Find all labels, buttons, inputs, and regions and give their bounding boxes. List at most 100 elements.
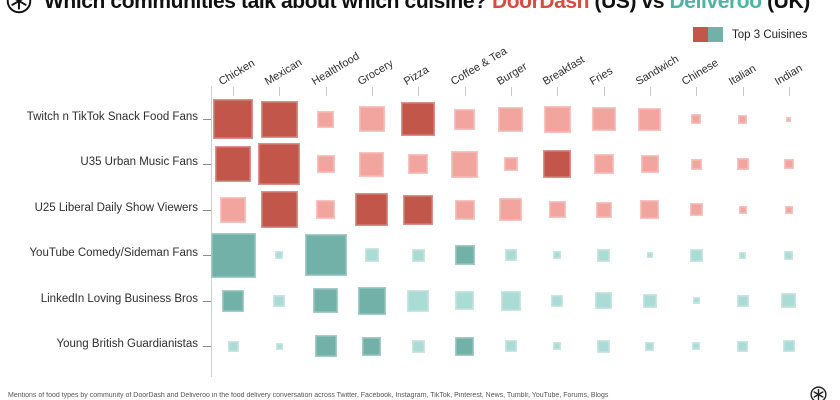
column-label-text: Italian: [726, 62, 758, 88]
matrix-cell: [739, 251, 747, 259]
row-label: Twitch n TikTok Snack Food Fans: [26, 111, 198, 123]
matrix-cell: [543, 150, 572, 179]
row-tick: [203, 255, 211, 257]
title-text: (US) vs: [589, 0, 670, 13]
title-brand-doordash: DoorDash: [491, 0, 590, 13]
matrix-cell: [407, 289, 430, 312]
column-tick: [696, 87, 698, 96]
matrix-cell: [689, 203, 703, 217]
row-tick: [203, 300, 211, 302]
matrix-cell: [316, 200, 336, 220]
matrix-cell: [782, 340, 795, 352]
matrix-cell: [451, 150, 479, 178]
matrix-cell: [783, 159, 794, 170]
legend-swatch-uk: [708, 27, 723, 42]
matrix-cell: [408, 154, 429, 175]
matrix-cell: [504, 340, 517, 352]
matrix-cell: [499, 198, 523, 222]
matrix-cell: [638, 107, 662, 131]
title-text: (UK): [761, 0, 810, 13]
row-label: U35 Urban Music Fans: [80, 156, 198, 169]
column-label-text: Pizza: [402, 63, 432, 88]
column-tick: [371, 87, 373, 96]
column-tick: [742, 87, 744, 96]
matrix-cell: [273, 294, 286, 307]
matrix-cell: [403, 194, 434, 225]
row-tick: [203, 164, 211, 166]
matrix-cell: [595, 201, 612, 218]
column-tick: [510, 87, 512, 96]
matrix-cell: [551, 294, 564, 307]
matrix-cell: [275, 251, 284, 260]
title-text: Which communities talk about which cuisi…: [44, 0, 492, 13]
page-title: Which communities talk about which cuisi…: [44, 0, 810, 14]
legend-swatch-us: [693, 27, 708, 42]
matrix-cell: [455, 291, 475, 311]
footer-note: Mentions of food types by community of D…: [8, 392, 609, 399]
matrix-cell: [355, 193, 389, 227]
matrix-cell: [364, 248, 379, 263]
legend-label: Top 3 Cuisines: [732, 28, 808, 41]
column-label-text: Breakfast: [541, 53, 588, 88]
column-label-text: Indian: [772, 62, 805, 88]
column-label-text: Fries: [587, 65, 615, 88]
matrix-cell: [411, 248, 425, 262]
matrix-cell: [314, 335, 337, 357]
matrix-cell: [503, 157, 518, 172]
matrix-cell: [543, 105, 571, 133]
matrix-cell: [401, 102, 436, 136]
matrix-cell: [222, 289, 244, 312]
matrix-cell: [210, 232, 256, 278]
matrix-cell: [640, 155, 659, 174]
matrix-cell: [316, 155, 335, 174]
matrix-cell: [692, 342, 701, 350]
matrix-cell: [260, 191, 298, 229]
matrix-cell: [215, 146, 251, 183]
matrix-cell: [454, 108, 476, 130]
column-tick: [649, 87, 651, 96]
matrix-cell: [454, 199, 475, 220]
matrix-cell: [260, 100, 298, 138]
matrix-cell: [553, 251, 562, 260]
column-label-text: Burger: [494, 60, 530, 88]
matrix-cell: [304, 234, 347, 277]
row-label: U25 Liberal Daily Show Viewers: [34, 201, 198, 214]
matrix-cell: [498, 106, 524, 132]
matrix-cell: [597, 248, 611, 262]
row-label: LinkedIn Loving Business Bros: [40, 292, 198, 305]
matrix-cell: [737, 340, 749, 352]
matrix-cell: [781, 293, 797, 309]
matrix-cell: [691, 114, 702, 124]
column-label-text: Grocery: [355, 57, 396, 88]
column-tick: [418, 87, 420, 96]
row-tick: [203, 346, 211, 347]
column-label-text: Sandwich: [633, 53, 681, 88]
matrix-cell: [646, 252, 653, 259]
column-tick: [325, 87, 327, 96]
matrix-cell: [359, 151, 385, 177]
column-tick: [603, 87, 605, 96]
matrix-cell: [692, 297, 700, 305]
matrix-cell: [597, 339, 611, 353]
matrix-cell: [736, 294, 749, 307]
y-axis-line: [211, 86, 212, 377]
matrix-cell: [736, 158, 749, 171]
matrix-cell: [213, 99, 253, 139]
matrix-cell: [645, 341, 655, 351]
matrix-cell: [500, 290, 521, 311]
matrix-cell: [317, 110, 335, 128]
matrix-cell: [357, 286, 386, 315]
matrix-cell: [275, 342, 283, 350]
title-brand-deliveroo: Deliveroo: [669, 0, 763, 13]
row-tick: [203, 209, 211, 211]
matrix-cell: [593, 154, 614, 175]
column-tick: [464, 87, 466, 96]
column-label-text: Chicken: [216, 57, 258, 88]
matrix-cell: [411, 339, 425, 353]
matrix-cell: [358, 106, 385, 132]
matrix-cell: [454, 245, 475, 266]
column-tick: [557, 87, 559, 96]
matrix-cell: [455, 336, 475, 356]
legend: Top 3 Cuisines: [693, 27, 807, 42]
matrix-cell: [553, 342, 562, 350]
